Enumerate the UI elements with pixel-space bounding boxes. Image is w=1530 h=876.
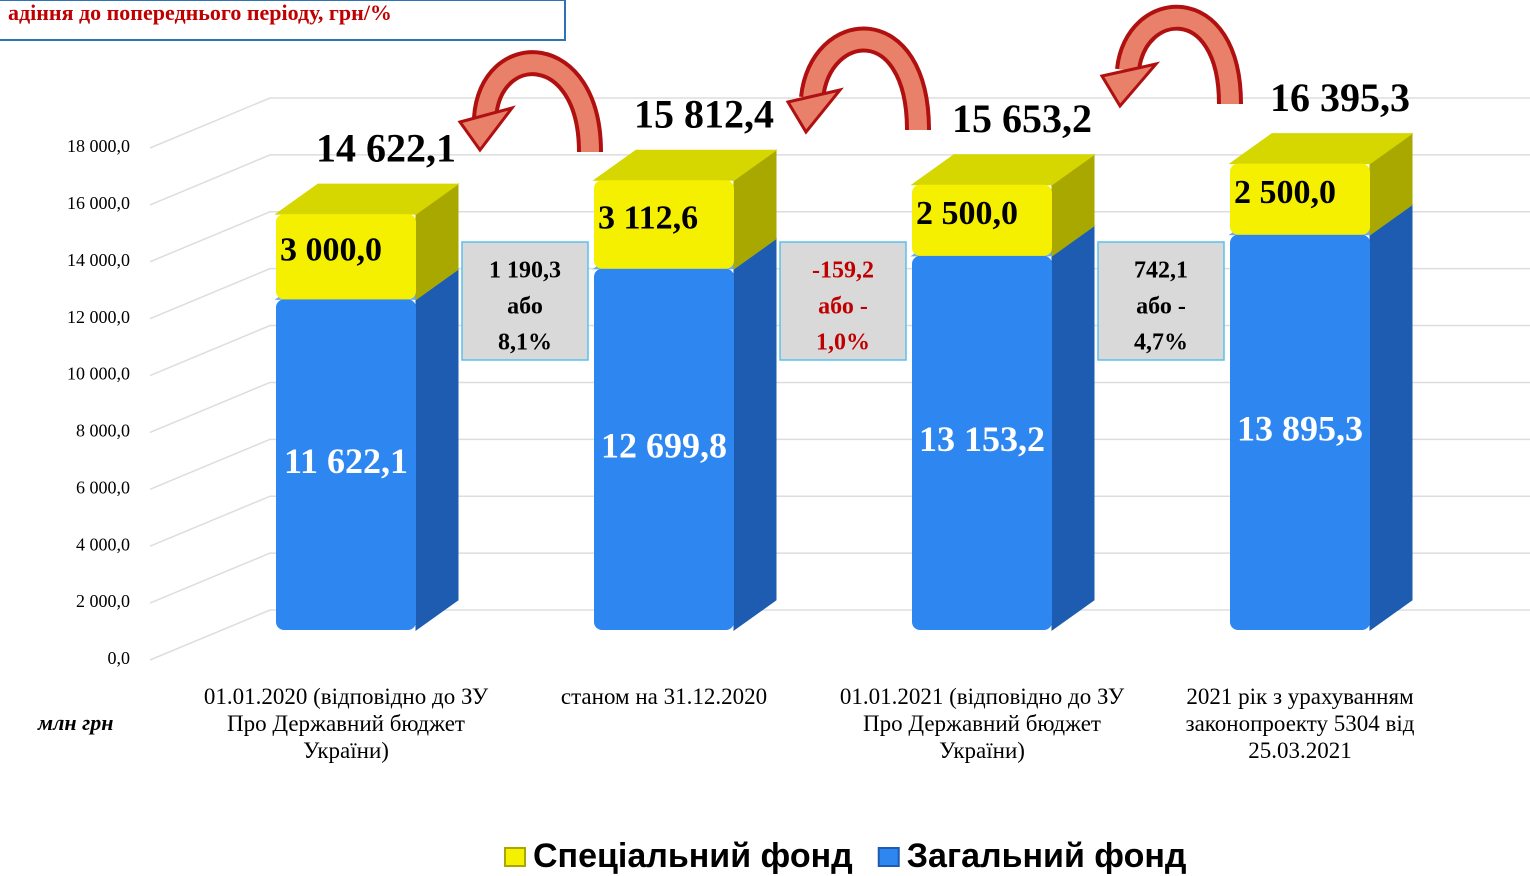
arrows xyxy=(457,4,1243,153)
value-label: 11 622,1 xyxy=(284,441,408,481)
change-box xyxy=(461,241,589,361)
change-text: або - xyxy=(818,294,868,320)
y-tick-label: 8 000,0 xyxy=(76,421,130,441)
bar-segment xyxy=(910,153,1096,257)
bar-side xyxy=(1051,224,1095,631)
grid-line xyxy=(149,154,1530,206)
y-tick-label: 2 000,0 xyxy=(76,591,130,611)
change-text: або - xyxy=(1136,294,1186,320)
total-label: 15 653,2 xyxy=(952,96,1092,141)
x-tick-label: станом на 31.12.2020 xyxy=(560,684,768,709)
bar-segment xyxy=(592,237,778,631)
change-box xyxy=(1097,241,1225,361)
y-tick-label: 4 000,0 xyxy=(76,534,130,554)
legend-swatch xyxy=(877,847,900,867)
y-tick-label: 10 000,0 xyxy=(67,364,130,384)
value-label: 13 895,3 xyxy=(1237,409,1363,449)
bar-front xyxy=(1230,163,1370,235)
value-label: 3 000,0 xyxy=(280,232,382,269)
chart-title: адіння до попереднього періоду, грн/% xyxy=(8,0,392,25)
y-tick-label: 18 000,0 xyxy=(67,136,130,156)
change-box xyxy=(779,241,907,361)
bar-segment xyxy=(910,224,1096,631)
bar-segment xyxy=(274,183,460,301)
grid-line xyxy=(149,438,1530,491)
bar-front xyxy=(594,268,734,630)
value-label: 3 112,6 xyxy=(598,199,698,236)
bar-front xyxy=(276,214,416,300)
change-text: 8,1% xyxy=(498,330,552,356)
arrow xyxy=(1099,4,1243,109)
y-tick-label: 14 000,0 xyxy=(67,250,130,270)
x-tick-label: 2021 рік з урахуванням законопроекту 530… xyxy=(1185,684,1415,763)
x-tick-label: 01.01.2021 (відповідно до ЗУ Про Державн… xyxy=(839,684,1125,763)
grid-line xyxy=(149,609,1530,661)
bar-front xyxy=(1230,234,1370,630)
bar-side xyxy=(415,268,459,631)
y-axis-label: млн грн xyxy=(37,710,113,735)
arrow xyxy=(457,50,603,153)
bar-front xyxy=(276,299,416,630)
value-label: 12 699,8 xyxy=(601,426,727,466)
y-tick-label: 0,0 xyxy=(108,648,131,668)
grid-line xyxy=(149,552,1530,604)
title-box xyxy=(0,0,566,41)
total-label: 14 622,1 xyxy=(316,125,456,170)
y-tick-label: 6 000,0 xyxy=(76,477,130,497)
grid-line xyxy=(149,211,1530,263)
value-label: 2 500,0 xyxy=(1234,174,1336,211)
bar-front xyxy=(912,255,1052,630)
legend-swatch xyxy=(504,847,526,867)
change-text: або xyxy=(507,294,543,320)
value-label: 2 500,0 xyxy=(916,195,1018,232)
arrow xyxy=(785,26,931,135)
change-text: -159,2 xyxy=(812,258,874,284)
y-tick-label: 16 000,0 xyxy=(67,193,130,213)
y-tick-label: 12 000,0 xyxy=(67,307,130,327)
bar-front xyxy=(594,180,734,269)
change-text: 742,1 xyxy=(1134,258,1188,284)
total-label: 16 395,3 xyxy=(1270,75,1410,120)
total-label: 15 812,4 xyxy=(634,91,774,136)
legend-label: Спеціальний фонд xyxy=(533,837,853,875)
change-text: 4,7% xyxy=(1134,330,1188,356)
grid-line xyxy=(149,495,1530,547)
bar-side xyxy=(733,237,777,631)
grid-line xyxy=(149,97,1530,149)
legend-label: Загальний фонд xyxy=(907,837,1187,875)
bars xyxy=(274,132,1414,631)
bar-segment xyxy=(1228,132,1414,236)
change-text: 1 190,3 xyxy=(489,258,561,284)
bar-segment xyxy=(592,149,778,270)
change-text: 1,0% xyxy=(816,330,870,356)
bar-side xyxy=(1369,203,1413,631)
value-label: 13 153,2 xyxy=(919,419,1045,459)
x-tick-label: 01.01.2020 (відповідно до ЗУ Про Державн… xyxy=(203,684,489,763)
bar-front xyxy=(912,184,1052,256)
grid-line xyxy=(149,381,1530,434)
